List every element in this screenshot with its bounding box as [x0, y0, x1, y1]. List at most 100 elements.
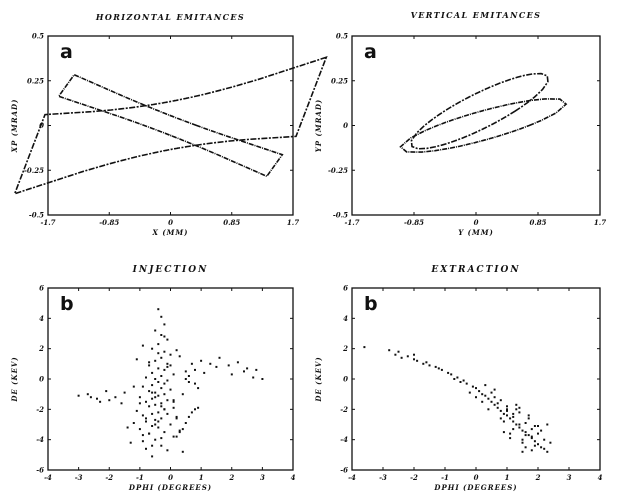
- y-tick-label: 2: [342, 344, 348, 353]
- scatter-point: [506, 414, 508, 417]
- scatter-point: [157, 381, 160, 383]
- scatter-point: [484, 394, 487, 397]
- y-tick-label: -6: [36, 466, 44, 475]
- x-tick-label: 1: [199, 473, 204, 482]
- scatter-point: [120, 402, 123, 405]
- scatter-point: [425, 361, 428, 364]
- scatter-point: [515, 423, 518, 426]
- scatter-point: [123, 391, 126, 394]
- scatter-point: [537, 425, 539, 427]
- scatter-point: [515, 408, 518, 411]
- x-axis-label: Y (MM): [458, 228, 494, 237]
- x-tick-label: -4: [348, 473, 356, 482]
- y-tick-label: -2: [36, 405, 44, 414]
- scatter-point: [169, 353, 172, 356]
- scatter-point: [537, 432, 539, 435]
- scatter-point: [77, 394, 80, 397]
- scatter-point: [175, 435, 178, 438]
- scatter-point: [175, 415, 178, 418]
- scatter-point: [413, 353, 415, 356]
- scatter-point: [151, 371, 154, 374]
- scatter-point: [141, 414, 144, 417]
- scatter-point: [502, 420, 505, 423]
- scatter-point: [160, 315, 163, 318]
- scatter-point: [496, 402, 499, 405]
- scatter-point: [506, 409, 508, 412]
- scatter-point: [509, 437, 512, 440]
- x-tick-label: -0.85: [99, 218, 119, 227]
- scatter-point: [484, 384, 487, 387]
- x-tick-label: 2: [228, 473, 234, 482]
- scatter-point: [132, 385, 135, 388]
- scatter-point: [151, 397, 154, 400]
- scatter-point: [533, 440, 536, 443]
- scatter-point: [456, 376, 459, 379]
- plot-frame: [47, 35, 294, 216]
- scatter-point: [172, 373, 175, 376]
- chart-title: VERTICAL EMITANCES: [411, 10, 542, 20]
- scatter-point: [506, 408, 508, 411]
- scatter-point: [194, 382, 196, 385]
- scatter-point: [141, 385, 144, 388]
- x-tick-label: 3: [567, 473, 572, 482]
- scatter-point: [187, 375, 190, 377]
- scatter-point: [138, 402, 141, 405]
- scatter-point: [169, 388, 172, 391]
- scatter-point: [135, 358, 138, 361]
- scatter-point: [141, 434, 144, 437]
- scatter-point: [166, 365, 169, 368]
- x-tick-label: 0.85: [223, 218, 240, 227]
- scatter-point: [172, 435, 175, 438]
- scatter-point: [154, 403, 157, 406]
- scatter-point: [243, 370, 245, 373]
- scatter-point: [148, 364, 151, 367]
- scatter-point: [160, 405, 163, 408]
- y-tick-label: -0.25: [24, 166, 44, 175]
- scatter-point: [512, 428, 515, 431]
- scatter-point: [126, 426, 129, 429]
- scatter-point: [96, 397, 98, 400]
- scatter-point: [194, 368, 196, 371]
- plot-frame: [351, 35, 601, 216]
- scatter-point: [138, 396, 141, 399]
- y-tick-label: -4: [340, 435, 348, 444]
- scatter-point: [135, 409, 138, 412]
- scatter-point: [487, 397, 490, 400]
- scatter-point: [187, 415, 190, 418]
- scatter-point: [524, 431, 527, 434]
- emittance-ellipse-2: [399, 98, 568, 153]
- scatter-point: [521, 429, 524, 432]
- y-axis-label: DE (KEV): [314, 356, 323, 402]
- scatter-point: [157, 420, 160, 423]
- scatter-point: [493, 396, 496, 399]
- vertical-emittance-panel: VERTICAL EMITANCES a -1.7 -0.85 0 0.85 1.7 0.5 0…: [314, 10, 606, 237]
- scatter-point: [252, 376, 255, 379]
- scatter-point: [160, 334, 163, 336]
- scatter-point: [132, 422, 135, 424]
- y-tick-label: 6: [343, 284, 348, 293]
- scatter-point: [151, 444, 154, 447]
- x-tick-label: -3: [75, 473, 83, 482]
- scatter-point: [499, 409, 502, 412]
- scatter-point: [406, 355, 409, 358]
- x-tick-label: 2: [535, 473, 541, 482]
- scatter-point: [145, 417, 147, 420]
- scatter-point: [527, 434, 530, 437]
- y-tick-label: 0: [39, 375, 44, 384]
- scatter-point: [400, 356, 403, 359]
- scatter-point: [502, 412, 505, 415]
- scatter-point: [172, 399, 175, 402]
- x-tick-label: 1.7: [594, 218, 606, 227]
- scatter-point: [481, 393, 484, 396]
- scatter-point: [468, 391, 471, 394]
- scatter-point: [515, 403, 518, 406]
- scatter-point: [166, 362, 169, 365]
- scatter-point: [166, 412, 169, 415]
- scatter-point: [524, 434, 527, 437]
- scatter-point: [181, 450, 184, 453]
- scatter-point: [160, 375, 163, 377]
- x-tick-label: 3: [260, 473, 265, 482]
- horizontal-emittance-panel: HORIZONTAL EMITANCES a -1.7 -0.85 0 0.85 1.7 0.…: [10, 12, 328, 237]
- y-tick-label: -0.5: [29, 211, 44, 220]
